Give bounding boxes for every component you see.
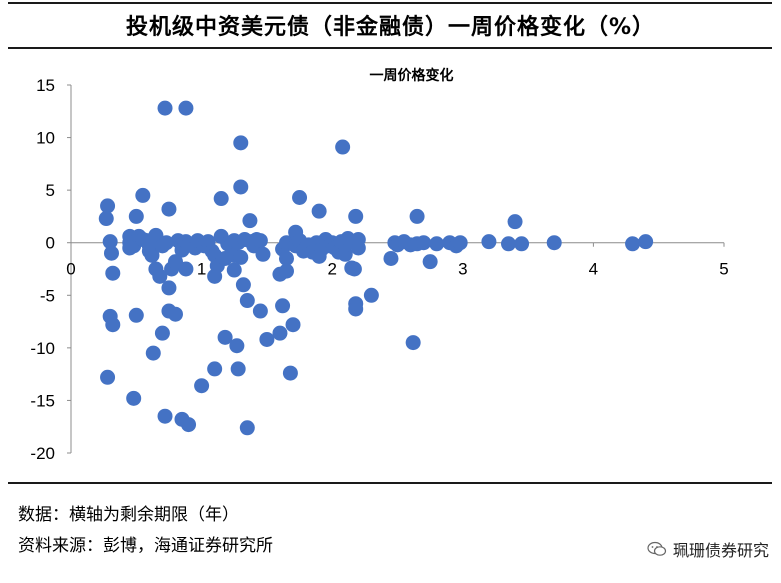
data-point	[242, 213, 258, 229]
data-point	[102, 234, 118, 250]
data-point	[383, 250, 399, 266]
data-point	[429, 236, 445, 252]
data-point	[103, 245, 119, 261]
data-point	[452, 235, 468, 251]
data-point	[348, 208, 364, 224]
data-point	[275, 298, 291, 314]
data-point	[363, 287, 379, 303]
y-tick-label: 5	[46, 181, 55, 200]
data-point	[128, 307, 144, 323]
data-point	[98, 211, 114, 227]
y-tick-label: -15	[30, 391, 55, 410]
data-point	[501, 236, 517, 252]
y-tick-label: 0	[46, 234, 55, 253]
data-point	[311, 203, 327, 219]
x-tick-label: 1	[197, 260, 206, 279]
data-point	[152, 268, 168, 284]
data-point	[235, 277, 251, 293]
bottom-rule	[8, 482, 772, 484]
data-point	[167, 306, 183, 322]
data-point	[128, 208, 144, 224]
y-tick-label: -5	[40, 286, 55, 305]
data-point	[625, 236, 641, 252]
data-point	[335, 139, 351, 155]
data-point	[239, 293, 255, 309]
data-point	[514, 236, 530, 252]
data-point	[135, 187, 151, 203]
data-point	[405, 335, 421, 351]
data-point	[481, 234, 497, 250]
data-point	[278, 263, 294, 279]
x-tick-label: 4	[589, 260, 598, 279]
data-point	[181, 417, 197, 433]
data-point	[507, 214, 523, 230]
data-point	[161, 280, 177, 296]
data-point	[348, 301, 364, 317]
data-point	[100, 369, 116, 385]
data-point	[350, 232, 366, 248]
wechat-icon	[647, 541, 667, 556]
data-point	[194, 378, 210, 394]
data-point	[278, 250, 294, 266]
data-point	[229, 338, 245, 354]
data-point	[213, 191, 229, 207]
data-point	[105, 317, 121, 333]
data-point	[233, 249, 249, 265]
watermark: 珮珊债券研究	[647, 537, 769, 561]
data-point	[226, 262, 242, 278]
y-tick-label: 10	[36, 129, 55, 148]
title-underline	[8, 47, 772, 49]
data-point	[285, 317, 301, 333]
data-point	[292, 190, 308, 206]
data-point	[252, 303, 268, 319]
data-point	[255, 246, 271, 262]
source-note-axis: 数据：横轴为剩余期限（年）	[18, 505, 239, 525]
y-tick-label: -10	[30, 339, 55, 358]
data-point	[167, 254, 183, 270]
x-tick-label: 3	[458, 260, 467, 279]
data-point	[233, 179, 249, 195]
x-tick-label: 5	[719, 260, 728, 279]
data-point	[409, 208, 425, 224]
page-title: 投机级中资美元债（非金融债）一周价格变化（%）	[125, 15, 656, 40]
source-note-source: 资料来源：彭博，海通证券研究所	[18, 536, 273, 556]
scatter-chart: 一周价格变化 15 10 5 0 -5 -10 -15 -20 0 1 2 3 4 5	[30, 67, 728, 463]
data-point	[178, 100, 194, 116]
data-point	[239, 420, 255, 436]
data-point	[126, 390, 142, 406]
x-tick-label: 2	[327, 260, 336, 279]
data-point	[230, 361, 246, 377]
y-tick-label: -20	[30, 444, 55, 463]
data-point	[638, 234, 654, 250]
data-point	[272, 325, 288, 341]
data-point	[154, 325, 170, 341]
data-point	[252, 233, 268, 249]
chart-title: 一周价格变化	[370, 67, 454, 84]
data-point	[100, 198, 116, 214]
data-point	[546, 235, 562, 251]
data-point	[282, 365, 298, 381]
data-point	[259, 331, 275, 347]
y-tick-label: 15	[36, 76, 55, 95]
data-point	[105, 265, 121, 281]
data-point	[178, 261, 194, 277]
data-point	[422, 254, 438, 270]
data-point	[158, 235, 174, 251]
top-rule	[8, 2, 772, 4]
data-point	[207, 361, 223, 377]
data-point	[233, 135, 249, 151]
data-point	[217, 329, 233, 345]
data-point	[145, 345, 161, 361]
x-tick-label: 0	[66, 260, 75, 279]
data-point	[157, 408, 173, 424]
data-point	[346, 261, 362, 277]
data-point	[416, 235, 432, 251]
data-point	[161, 201, 177, 217]
watermark-text: 珮珊债券研究	[672, 541, 769, 560]
data-point	[157, 100, 173, 116]
